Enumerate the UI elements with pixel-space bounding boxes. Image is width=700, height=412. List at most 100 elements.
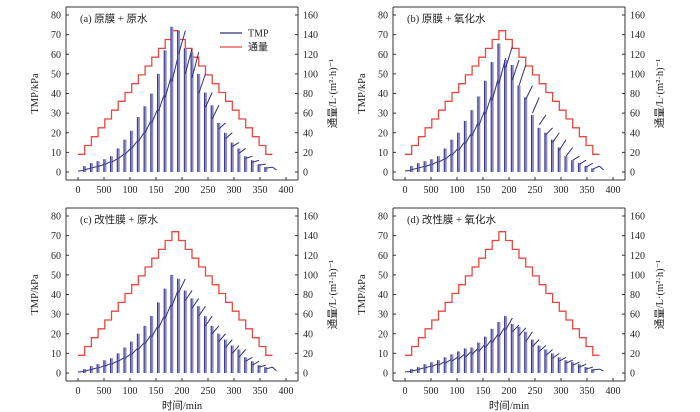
x-tick-label: 200 [175, 185, 190, 196]
tmp-segment [525, 85, 533, 100]
tmp-segment [531, 97, 540, 114]
y-left-tick-label: 0 [56, 369, 61, 380]
x-tick-label: 250 [201, 386, 216, 397]
y-right-tick-label: 0 [303, 369, 308, 380]
tmp-tail [272, 366, 277, 372]
y-right-tick-label: 140 [303, 231, 318, 242]
tmp-segment [538, 345, 547, 352]
y-right-tick-label: 20 [303, 148, 313, 159]
y-right-tick-label: 140 [630, 30, 645, 41]
tmp-segment [184, 290, 193, 301]
x-tick-label: 100 [123, 185, 138, 196]
x-tick-label: 250 [528, 185, 543, 196]
tmp-segment [252, 360, 260, 366]
y-right-axis-title: 通量/L·(m²·h)⁻¹ [327, 260, 339, 330]
y-right-tick-label: 120 [303, 251, 318, 262]
y-left-tick-label: 60 [51, 50, 61, 61]
x-tick-label: 400 [606, 185, 621, 196]
tmp-segment [545, 127, 553, 136]
y-right-tick-label: 160 [630, 11, 645, 22]
tmp-segment [218, 122, 226, 130]
x-tick-label: 400 [606, 386, 621, 397]
tmp-tail [599, 368, 604, 372]
tmp-segment [204, 92, 213, 108]
y-right-axis-title: 通量/L·(m²·h)⁻¹ [327, 59, 339, 129]
y-left-tick-label: 40 [378, 89, 388, 100]
tmp-segment [225, 132, 233, 140]
y-left-tick-label: 60 [378, 251, 388, 262]
x-tick-label: 150 [149, 386, 164, 397]
y-right-tick-label: 40 [303, 128, 313, 139]
panel-c: 0 500 100 150 200 250 300 350 400010203040506070… [30, 207, 339, 412]
tmp-segment [258, 364, 266, 368]
y-left-axis-title: TMP/kPa [30, 274, 41, 315]
y-right-tick-label: 60 [630, 109, 640, 120]
tmp-segment [511, 59, 520, 80]
y-right-tick-label: 80 [630, 290, 640, 301]
y-left-tick-label: 80 [51, 212, 61, 223]
x-tick-label: 350 [253, 185, 268, 196]
y-left-tick-label: 60 [51, 251, 61, 262]
tmp-segment [238, 148, 246, 154]
x-tick-label: 350 [253, 386, 268, 397]
y-right-tick-label: 0 [630, 369, 635, 380]
y-left-tick-label: 10 [51, 349, 61, 360]
y-right-tick-label: 160 [303, 11, 318, 22]
y-left-tick-label: 30 [51, 310, 61, 321]
tmp-segment [585, 162, 594, 168]
tmp-segment [252, 159, 260, 163]
tmp-segment [191, 52, 200, 78]
y-right-axis-title: 通量/L·(m²·h)⁻¹ [654, 260, 666, 330]
y-right-tick-label: 20 [630, 148, 640, 159]
x-tick-label: 100 [450, 185, 465, 196]
y-right-tick-label: 20 [630, 349, 640, 360]
y-left-tick-label: 10 [378, 349, 388, 360]
tmp-segment [505, 317, 513, 331]
tmp-segment [538, 114, 547, 126]
y-right-tick-label: 140 [630, 231, 645, 242]
x-tick-label: 150 [476, 185, 491, 196]
x-tick-label: 400 [279, 386, 294, 397]
tmp-segment [572, 361, 580, 366]
y-right-tick-label: 100 [303, 69, 318, 80]
tmp-segment [198, 305, 206, 317]
tmp-segment [518, 327, 527, 337]
tmp-segment [511, 324, 520, 333]
y-left-tick-label: 0 [383, 168, 388, 179]
tmp-segment [565, 359, 573, 364]
y-left-tick-label: 70 [378, 30, 388, 41]
x-tick-label: 0 [403, 386, 408, 397]
x-tick-label: 0 [76, 185, 81, 196]
legend-flux-label: 通量 [248, 42, 268, 54]
tmp-segment [558, 139, 567, 151]
x-tick-label: 100 [123, 386, 138, 397]
tmp-segment [218, 333, 226, 342]
x-tick-label: 500 [424, 185, 439, 196]
tmp-segment [178, 278, 186, 293]
x-tick-label: 150 [476, 386, 491, 397]
tmp-segment [198, 73, 206, 94]
y-left-tick-label: 80 [378, 11, 388, 22]
y-left-tick-label: 40 [51, 290, 61, 301]
y-right-tick-label: 40 [303, 329, 313, 340]
tmp-segment [545, 349, 553, 356]
y-right-tick-label: 0 [303, 168, 308, 179]
tmp-segment [238, 349, 247, 358]
x-tick-label: 350 [580, 185, 595, 196]
y-left-tick-label: 20 [51, 128, 61, 139]
y-left-tick-label: 0 [56, 168, 61, 179]
tmp-segment [565, 147, 574, 157]
x-axis-title: 时间/min [489, 399, 530, 412]
x-tick-label: 200 [175, 386, 190, 397]
tmp-segment [505, 46, 513, 69]
y-right-tick-label: 120 [630, 251, 645, 262]
tmp-segment [552, 352, 560, 359]
y-left-tick-label: 30 [51, 109, 61, 120]
tmp-segment [592, 165, 600, 170]
flux-series-line [78, 231, 273, 356]
y-left-tick-label: 20 [378, 329, 388, 340]
tmp-segment [579, 159, 587, 165]
y-left-axis-title: TMP/kPa [357, 274, 368, 315]
y-left-tick-label: 50 [51, 69, 61, 80]
